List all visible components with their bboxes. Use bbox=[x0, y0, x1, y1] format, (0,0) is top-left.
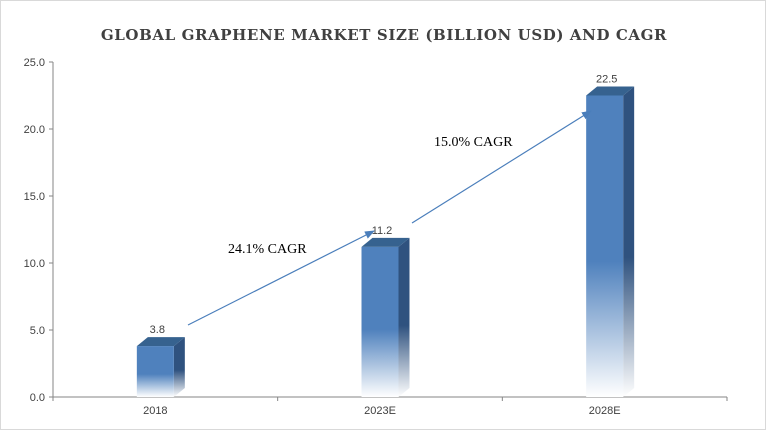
cagr-arrow bbox=[187, 230, 375, 326]
x-tick-label: 2028E bbox=[589, 405, 621, 417]
y-tick-label: 10.0 bbox=[24, 258, 45, 270]
x-tick-label: 2018 bbox=[143, 405, 167, 417]
bar-top bbox=[586, 86, 635, 96]
bar-top bbox=[136, 337, 185, 347]
cagr-label: 24.1% CAGR bbox=[228, 242, 307, 257]
bar bbox=[586, 95, 624, 397]
chart-title: GLOBAL GRAPHENE MARKET SIZE (BILLION USD… bbox=[100, 26, 668, 44]
y-tick-label: 0.0 bbox=[30, 392, 45, 404]
bar bbox=[361, 246, 399, 397]
y-tick-label: 5.0 bbox=[30, 325, 45, 337]
bar-side bbox=[398, 237, 410, 397]
cagr-arrow bbox=[411, 110, 592, 224]
y-tick-label: 25.0 bbox=[24, 57, 45, 69]
bar-side bbox=[173, 337, 185, 397]
data-label: 11.2 bbox=[372, 225, 393, 237]
data-label: 3.8 bbox=[150, 324, 165, 336]
y-tick-label: 20.0 bbox=[24, 124, 45, 136]
y-tick-label: 15.0 bbox=[24, 191, 45, 203]
data-label: 22.5 bbox=[596, 74, 617, 86]
bar-top bbox=[361, 237, 410, 247]
bar-side bbox=[623, 86, 635, 397]
cagr-label: 15.0% CAGR bbox=[434, 135, 513, 150]
x-tick-label: 2023E bbox=[364, 405, 396, 417]
bar bbox=[136, 346, 174, 397]
